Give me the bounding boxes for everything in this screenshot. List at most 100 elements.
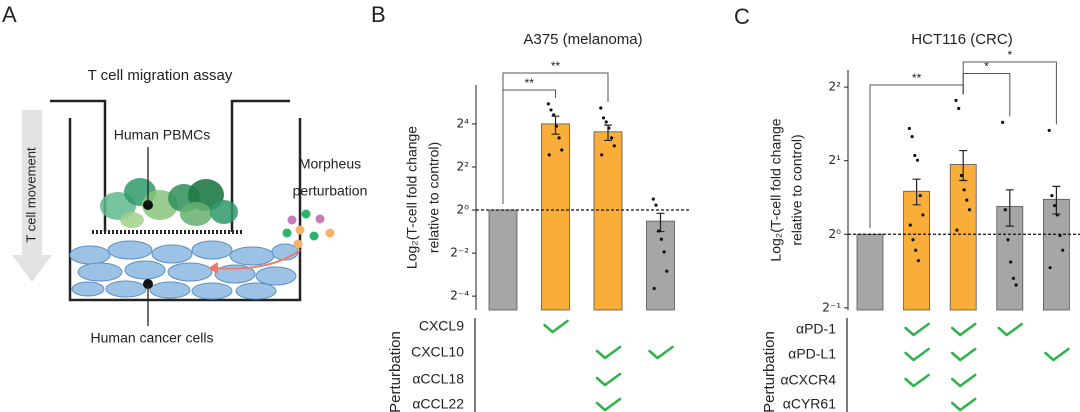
data-point bbox=[600, 153, 604, 157]
perturbation-title: Perturbation bbox=[387, 331, 404, 412]
data-point bbox=[560, 148, 564, 152]
data-point bbox=[1061, 248, 1065, 252]
checkmark bbox=[950, 322, 977, 337]
data-point bbox=[908, 223, 912, 227]
checkmark bbox=[1044, 347, 1070, 362]
perturbation-arrow bbox=[213, 249, 301, 270]
checkmark bbox=[997, 322, 1024, 337]
data-point bbox=[1048, 266, 1052, 270]
perturbation-label: perturbation bbox=[293, 183, 368, 199]
movement-label: T cell movement bbox=[23, 147, 38, 243]
bar bbox=[541, 123, 570, 311]
chart-title: HCT116 (CRC) bbox=[911, 31, 1012, 48]
perturbation-name: αPD-L1 bbox=[788, 346, 836, 362]
checkmark bbox=[543, 319, 569, 334]
significance-label: ** bbox=[525, 76, 535, 90]
cancer-label: Human cancer cells bbox=[91, 330, 214, 346]
pbmc-label: Human PBMCs bbox=[114, 127, 210, 143]
data-point bbox=[652, 286, 656, 291]
perturbation-name: αCCL18 bbox=[412, 371, 464, 387]
data-point bbox=[913, 153, 917, 158]
y-axis-label: relative to control) bbox=[426, 142, 442, 253]
data-point bbox=[907, 126, 912, 131]
checkmark bbox=[595, 397, 622, 412]
well bbox=[68, 118, 302, 302]
y-tick-label: 2² bbox=[829, 80, 842, 94]
data-point bbox=[1050, 193, 1054, 198]
error-bar bbox=[912, 178, 921, 206]
chart-title: A375 (melanoma) bbox=[523, 31, 642, 48]
significance-label: ** bbox=[912, 71, 922, 85]
bar bbox=[856, 233, 884, 311]
data-point bbox=[607, 126, 611, 130]
perturbation-title: Perturbation bbox=[761, 331, 778, 412]
data-point bbox=[955, 228, 959, 232]
perturbation-name: CXCL10 bbox=[411, 344, 464, 360]
y-tick-label: 2⁴ bbox=[457, 116, 470, 130]
bar bbox=[593, 131, 623, 311]
checkmark bbox=[904, 347, 930, 362]
data-point bbox=[1009, 260, 1013, 264]
data-point bbox=[557, 136, 561, 140]
cancer-cells bbox=[69, 240, 299, 300]
data-point bbox=[957, 106, 961, 111]
checkmark bbox=[950, 347, 977, 362]
data-point bbox=[612, 144, 616, 148]
data-point bbox=[1001, 120, 1005, 124]
insert bbox=[50, 99, 290, 232]
checkmark bbox=[904, 373, 930, 388]
data-point bbox=[662, 250, 666, 254]
checkmark bbox=[950, 397, 977, 412]
y-tick-label: 2⁰ bbox=[829, 227, 842, 241]
error-bar bbox=[1005, 189, 1014, 227]
data-point bbox=[659, 237, 664, 241]
perturbation-name: αCXCR4 bbox=[780, 372, 836, 388]
checkmark bbox=[595, 372, 622, 387]
arrow-head bbox=[208, 262, 218, 274]
panel-letter: A bbox=[2, 2, 17, 27]
data-point bbox=[554, 124, 559, 128]
data-point bbox=[1011, 276, 1016, 280]
pbmc-cells bbox=[100, 178, 238, 228]
data-point bbox=[959, 173, 964, 178]
data-point bbox=[651, 197, 655, 201]
significance-label: * bbox=[984, 60, 989, 74]
molecules bbox=[282, 209, 335, 249]
bar bbox=[1043, 198, 1070, 311]
data-point bbox=[657, 229, 661, 233]
data-point bbox=[911, 238, 915, 242]
diagram-title: T cell migration assay bbox=[88, 67, 233, 84]
data-point bbox=[1055, 213, 1059, 217]
error-bar bbox=[959, 149, 968, 182]
y-axis-label: Log₂(T-cell fold change bbox=[404, 126, 420, 269]
perturbation-name: αCCL22 bbox=[412, 396, 464, 412]
bar bbox=[488, 209, 518, 311]
data-point bbox=[1047, 128, 1051, 133]
data-point bbox=[547, 153, 551, 157]
data-point bbox=[1053, 204, 1057, 208]
significance-label: ** bbox=[551, 59, 561, 73]
checkmark bbox=[648, 345, 674, 360]
panel-letter: B bbox=[371, 2, 386, 27]
data-point bbox=[915, 158, 920, 162]
movement-arrow bbox=[12, 110, 52, 282]
data-point bbox=[954, 98, 958, 102]
checkmark bbox=[904, 322, 930, 337]
data-point bbox=[910, 134, 914, 139]
significance-label: * bbox=[1007, 48, 1012, 62]
perturbation-name: αCYR61 bbox=[783, 396, 836, 412]
y-tick-label: 2⁻⁴ bbox=[450, 289, 469, 303]
data-point bbox=[610, 136, 614, 140]
y-axis-label: relative to control) bbox=[789, 134, 805, 245]
y-tick-label: 2¹ bbox=[829, 153, 842, 167]
data-point bbox=[552, 113, 556, 117]
y-tick-label: 2⁻¹ bbox=[822, 300, 841, 314]
data-point bbox=[914, 248, 918, 252]
y-tick-label: 2² bbox=[457, 159, 470, 173]
significance-bracket bbox=[502, 72, 609, 205]
diagram: T cell migration assay T cell movement H… bbox=[12, 67, 367, 346]
data-point bbox=[549, 108, 553, 112]
data-point bbox=[599, 106, 603, 110]
data-point bbox=[654, 203, 658, 207]
